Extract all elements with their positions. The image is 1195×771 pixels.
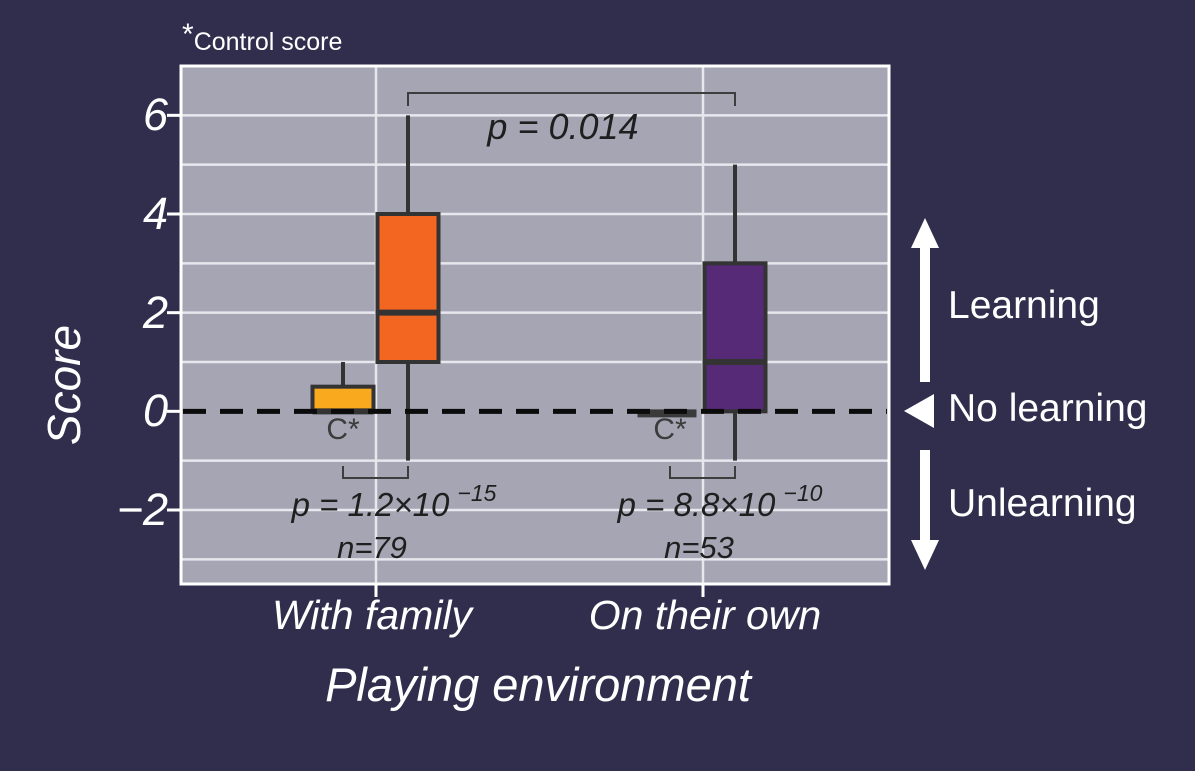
- p-value-exponent: −15: [457, 480, 497, 506]
- no-learning-label: No learning: [948, 387, 1148, 430]
- unlearning-label: Unlearning: [948, 482, 1137, 525]
- control-score-note-text: Control score: [193, 28, 343, 56]
- box-treatment: [375, 212, 441, 364]
- group-bracket: [669, 466, 736, 479]
- unlearning-down-arrow-icon: [911, 540, 939, 570]
- box-control: [310, 384, 376, 414]
- learning-label: Learning: [948, 284, 1100, 327]
- control-box-label: C*: [653, 413, 687, 446]
- control-box-label: C*: [326, 413, 360, 446]
- control-score-note: * Control score: [182, 20, 342, 55]
- y-tick-label: −2: [116, 484, 168, 535]
- y-tick-label: 2: [142, 286, 168, 338]
- p-value-exponent: −10: [783, 480, 823, 506]
- y-tick-label: 4: [142, 188, 168, 239]
- x-tick-label-on-their-own: On their own: [588, 592, 822, 638]
- group-bracket: [342, 466, 409, 479]
- x-tick-label-with-family: With family: [271, 592, 473, 638]
- x-axis-title: Playing environment: [325, 658, 751, 711]
- y-tick-label: 6: [142, 89, 168, 141]
- plot-background: [181, 66, 889, 584]
- comparison-bracket: [407, 92, 736, 106]
- p-value-with-family: p = 1.2×10 −15: [291, 480, 497, 524]
- y-tick-label: 0: [142, 385, 168, 437]
- box-treatment: [702, 261, 768, 414]
- learning-up-arrow-icon: [911, 218, 939, 248]
- p-value-on-their-own: p = 8.8×10 −10: [617, 480, 823, 524]
- asterisk-marker: *: [182, 18, 194, 51]
- p-value-base: p = 1.2×10: [291, 486, 450, 523]
- sample-size-with-family: n=79: [337, 530, 407, 565]
- sample-size-on-their-own: n=53: [664, 530, 734, 565]
- comparison-p-value: p = 0.014: [487, 106, 639, 147]
- p-value-base: p = 8.8×10: [617, 486, 776, 523]
- no-learning-left-arrow-icon: [904, 394, 934, 428]
- plot-border: [179, 64, 891, 586]
